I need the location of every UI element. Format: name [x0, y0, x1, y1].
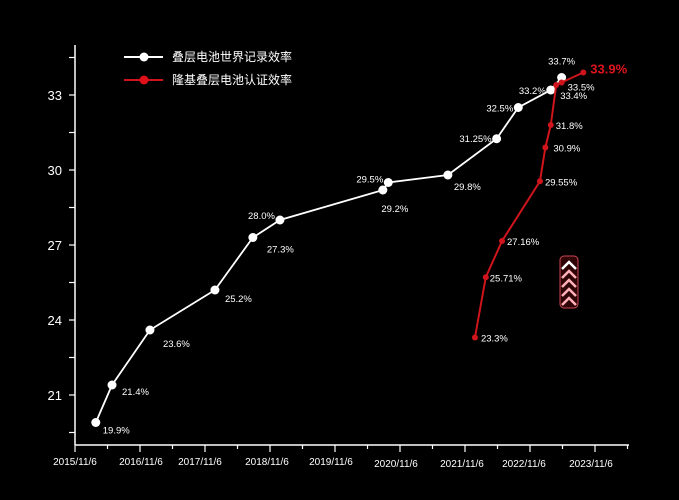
data-label: 28.0% — [248, 211, 275, 222]
data-label: 33.5% — [568, 83, 595, 94]
x-tick-label: 2023/11/6 — [569, 459, 613, 470]
y-tick-label: 33 — [48, 88, 62, 103]
y-tick-label: 30 — [48, 163, 62, 178]
chevron-glow — [559, 255, 579, 309]
series-longi: 23.3%25.71%27.16%29.55%30.9%31.8%33.4%33… — [471, 62, 628, 345]
data-label: 29.5% — [356, 175, 383, 186]
data-point — [547, 122, 554, 128]
data-label: 33.9% — [590, 62, 627, 77]
data-point — [557, 73, 567, 82]
data-point — [471, 334, 478, 341]
chevron-up-icon — [561, 269, 577, 279]
series-world-record: 19.9% 21.4% 23.6% 25.2% 27.3% 28.0% 29.2% 29.5%… — [91, 57, 576, 437]
data-label: 33.7% — [548, 57, 575, 68]
x-tick-label: 2018/11/6 — [245, 457, 289, 468]
data-label: 30.9% — [553, 144, 580, 155]
data-point — [443, 170, 453, 180]
data-label: 27.16% — [507, 237, 540, 248]
chevron-up-icon — [561, 278, 577, 288]
x-tick-label: 2020/11/6 — [374, 459, 418, 470]
data-point — [542, 144, 549, 151]
data-label: 29.8% — [454, 182, 481, 193]
y-tick-label: 21 — [48, 388, 62, 403]
data-point — [482, 274, 489, 281]
x-tick-label: 2015/11/6 — [53, 457, 97, 468]
data-label: 23.6% — [163, 339, 190, 350]
data-label: 19.9% — [103, 426, 130, 437]
data-label: 29.2% — [381, 204, 408, 215]
legend-label-world-record: 叠层电池世界记录效率 — [172, 49, 292, 64]
chevron-up-icon — [561, 296, 577, 306]
data-label: 33.4% — [560, 91, 587, 102]
data-point — [492, 134, 502, 144]
data-point — [91, 418, 101, 427]
data-label: 33.2% — [519, 86, 546, 97]
data-point — [378, 185, 388, 195]
data-label: 31.25% — [459, 134, 492, 145]
data-point — [546, 85, 556, 95]
data-label: 27.3% — [267, 245, 294, 256]
chevron-up-stack-icon — [559, 255, 579, 309]
data-point — [553, 82, 560, 88]
legend-marker-longi — [139, 75, 149, 85]
data-label: 25.2% — [225, 294, 252, 305]
data-label: 23.3% — [481, 334, 508, 345]
axes: 21 24 27 30 33 2015/11/6 2016/11/6 2017/11/6 201… — [48, 45, 629, 470]
data-point — [248, 233, 258, 242]
data-point — [107, 380, 117, 390]
data-point — [145, 325, 155, 335]
data-point — [580, 69, 587, 76]
y-tick-label: 27 — [48, 238, 62, 253]
legend-marker-world-record — [139, 52, 149, 62]
data-point — [275, 215, 285, 225]
x-tick-label: 2017/11/6 — [178, 457, 222, 468]
data-point — [499, 238, 506, 244]
data-point — [513, 103, 523, 112]
x-tick-label: 2016/11/6 — [119, 457, 163, 468]
series-layer: 19.9% 21.4% 23.6% 25.2% 27.3% 28.0% 29.2% 29.5%… — [91, 57, 628, 437]
chevron-up-icon — [561, 260, 577, 270]
series-line — [94, 76, 563, 423]
data-label: 25.71% — [490, 273, 523, 284]
data-label: 31.8% — [556, 121, 583, 132]
data-label: 32.5% — [486, 104, 513, 115]
data-point — [210, 285, 220, 295]
legend: 叠层电池世界记录效率 隆基叠层电池认证效率 — [124, 49, 292, 87]
y-tick-label: 24 — [48, 313, 62, 328]
data-point — [383, 178, 393, 187]
x-tick-label: 2022/11/6 — [502, 459, 546, 470]
x-tick-label: 2021/11/6 — [440, 459, 484, 470]
chevron-up-icon — [561, 287, 577, 297]
data-label: 29.55% — [545, 177, 578, 188]
data-label: 21.4% — [122, 387, 149, 398]
data-point — [536, 178, 543, 185]
x-tick-label: 2019/11/6 — [309, 457, 353, 468]
data-point — [558, 79, 565, 86]
legend-label-longi: 隆基叠层电池认证效率 — [172, 72, 292, 87]
